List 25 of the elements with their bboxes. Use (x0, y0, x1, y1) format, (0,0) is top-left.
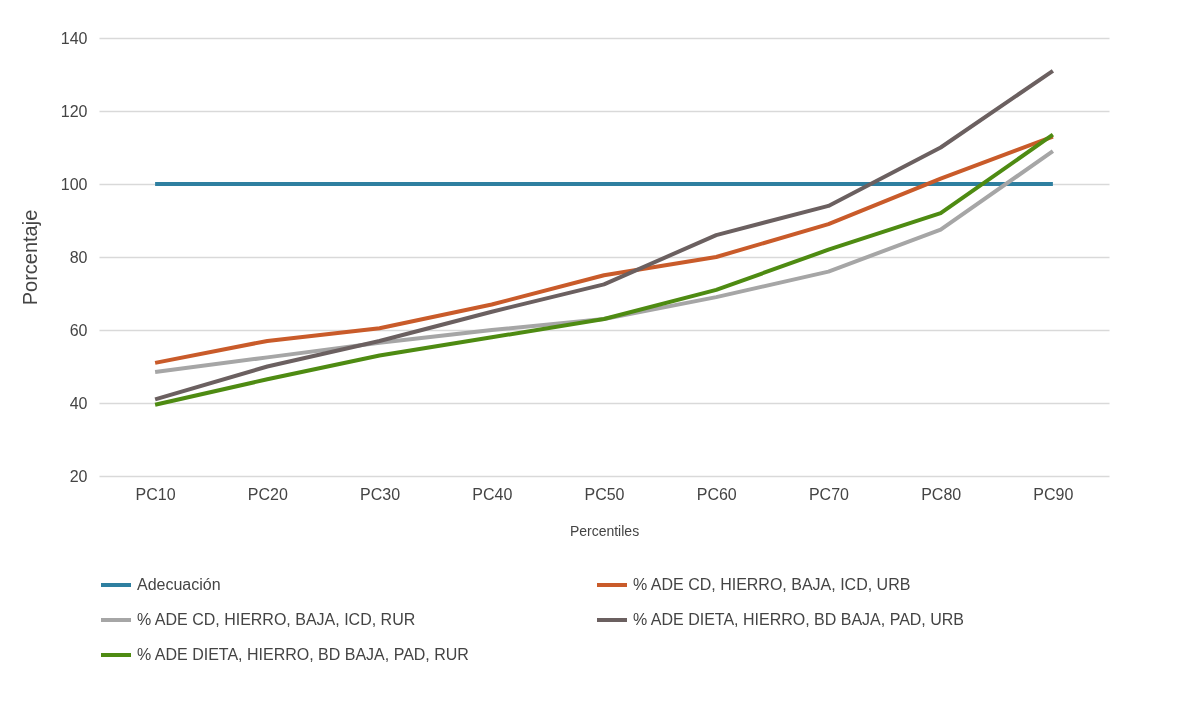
x-tick-label: PC20 (247, 485, 288, 503)
y-tick-label: 80 (69, 248, 88, 266)
legend-label: % ADE CD, HIERRO, BAJA, ICD, URB (633, 576, 911, 593)
x-tick-label: PC80 (921, 485, 962, 503)
y-tick-label: 40 (69, 394, 88, 412)
legend-label: % ADE DIETA, HIERRO, BD BAJA, PAD, URB (633, 611, 965, 628)
x-tick-label: PC60 (696, 485, 737, 503)
y-tick-label: 140 (60, 29, 88, 47)
x-tick-label: PC90 (1033, 485, 1074, 503)
x-tick-label: PC10 (135, 485, 176, 503)
y-tick-label: 100 (60, 175, 88, 193)
x-tick-label: PC40 (472, 485, 513, 503)
legend-label: % ADE DIETA, HIERRO, BD BAJA, PAD, RUR (137, 646, 469, 663)
x-tick-label: PC70 (808, 485, 850, 503)
x-tick-label: PC50 (584, 485, 625, 503)
y-tick-label: 20 (69, 467, 88, 485)
line-series (153, 68, 1055, 402)
y-tick-label: 60 (69, 321, 88, 339)
x-axis-title: Percentiles (569, 522, 640, 539)
y-axis-title: Porcentaje (18, 209, 41, 306)
x-tick-label: PC30 (360, 485, 401, 503)
y-tick-label: 120 (60, 102, 88, 120)
legend-label: % ADE CD, HIERRO, BAJA, ICD, RUR (137, 611, 416, 628)
line-series (153, 132, 1055, 407)
legend-label: Adecuación (137, 576, 221, 593)
